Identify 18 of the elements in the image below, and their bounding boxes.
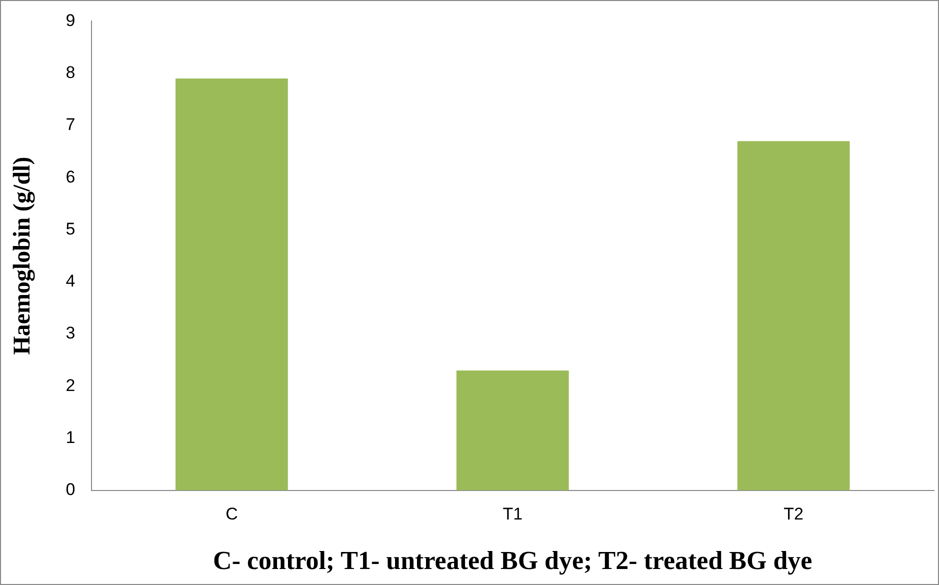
bar bbox=[456, 370, 569, 490]
y-tick-label: 7 bbox=[66, 115, 76, 134]
y-tick-label: 2 bbox=[66, 376, 76, 395]
x-tick-label: C bbox=[226, 504, 238, 524]
y-tick-label: 9 bbox=[66, 10, 76, 30]
y-tick-label: 0 bbox=[66, 480, 76, 500]
y-tick-label: 6 bbox=[66, 167, 76, 186]
bar bbox=[737, 141, 850, 490]
y-axis-title: Haemoglobin (g/dl) bbox=[10, 156, 36, 355]
x-tick-label: T2 bbox=[784, 504, 804, 524]
y-tick-label: 8 bbox=[66, 63, 76, 82]
y-tick-label: 5 bbox=[66, 219, 76, 238]
bar bbox=[176, 78, 288, 490]
y-tick-label: 1 bbox=[66, 428, 76, 447]
x-axis-title: C- control; T1- untreated BG dye; T2- treated BG dye bbox=[213, 546, 812, 576]
x-tick-label: T1 bbox=[502, 504, 523, 524]
y-tick-label: 3 bbox=[66, 324, 76, 343]
y-tick-label: 4 bbox=[66, 272, 76, 291]
